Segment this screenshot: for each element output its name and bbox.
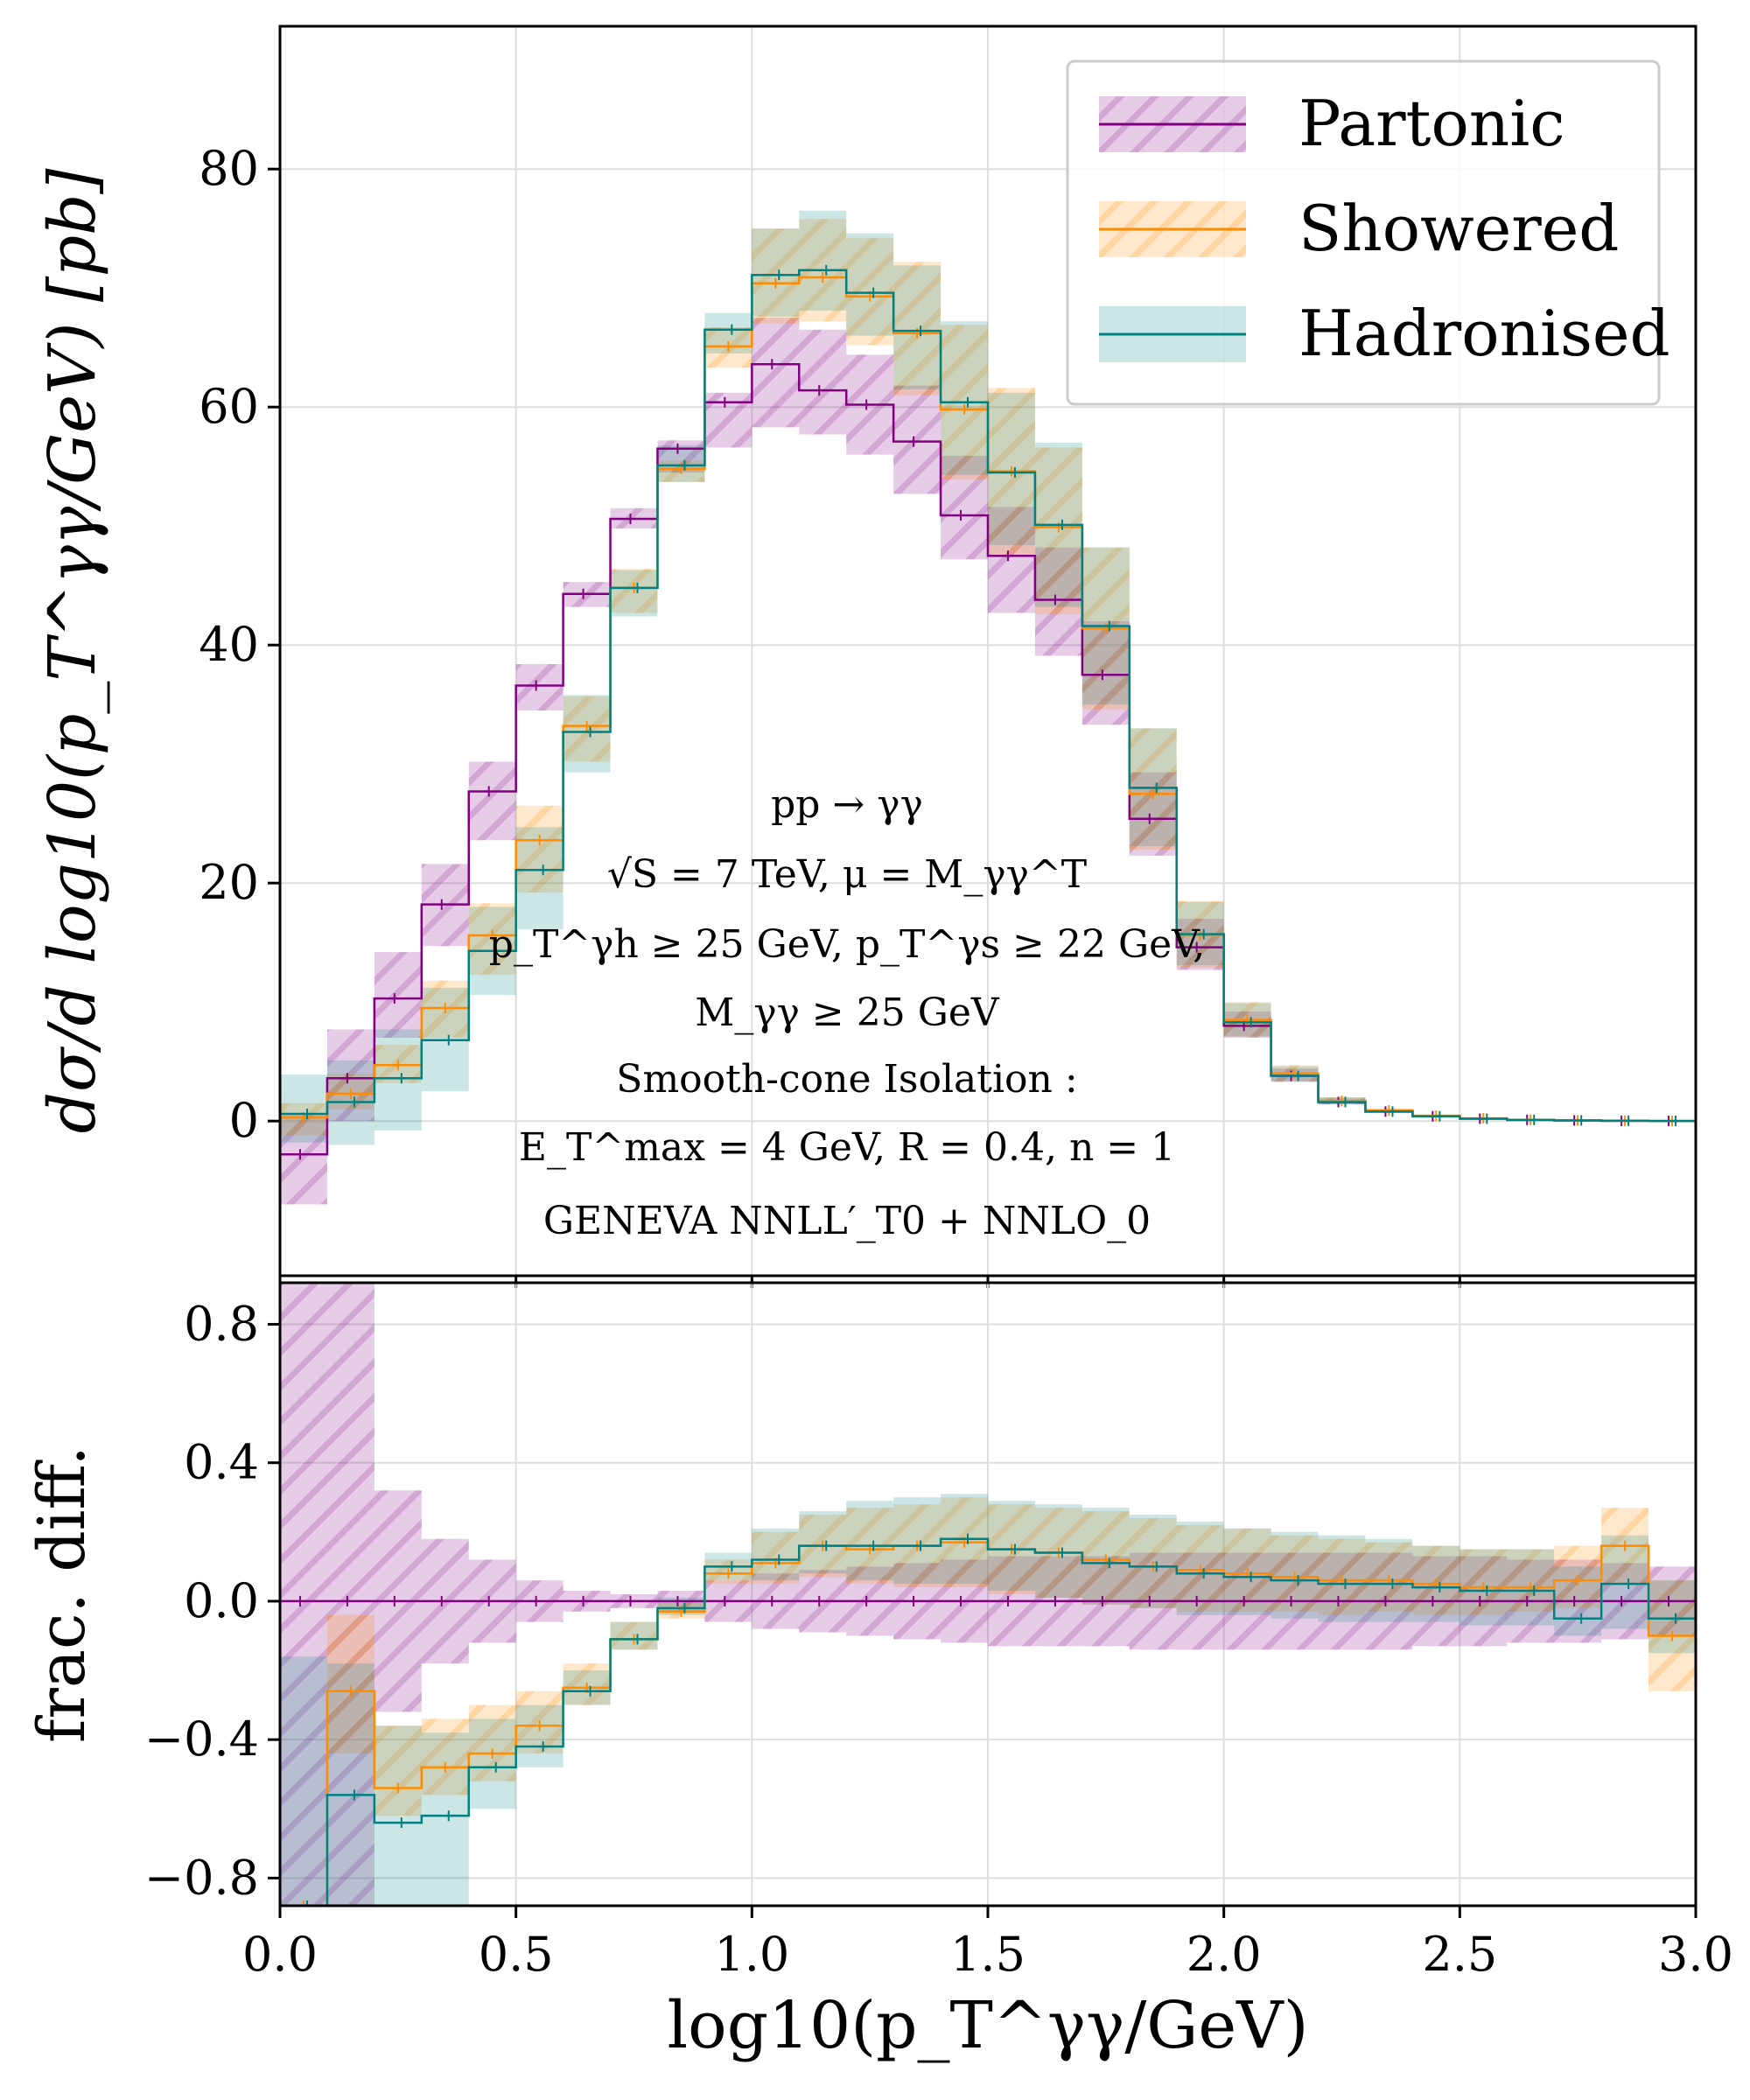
main-band-partonic (799, 329, 847, 435)
ratio-bands (280, 1283, 1696, 1906)
ratio-band-hadronised (421, 1732, 469, 1906)
main-band-hadronised (374, 1029, 422, 1131)
main-lines (280, 264, 1696, 1160)
x-tick-label: 1.5 (950, 1927, 1026, 1982)
main-y-label: dσ/d log10(p_T^γγ/GeV) [pb] (35, 169, 110, 1134)
main-band-hadronised (893, 265, 942, 389)
legend-label-partonic: Partonic (1298, 87, 1565, 160)
main-band-partonic (893, 385, 942, 494)
main-band-partonic (468, 761, 516, 841)
ratio-y-tick-label: 0.0 (184, 1573, 259, 1628)
ratio-lines (280, 1533, 1696, 1906)
main-frame (278, 24, 1698, 1278)
ratio-band-showered (374, 1726, 422, 1816)
main-band-hadronised (799, 210, 847, 312)
legend-label-showered: Showered (1298, 192, 1619, 265)
main-band-hadronised (610, 570, 658, 617)
main-band-partonic (752, 318, 800, 428)
ratio-band-hadronised (846, 1501, 894, 1581)
main-band-hadronised (752, 228, 800, 317)
x-tick-label: 0.5 (479, 1927, 554, 1982)
main-y-tick-label: 0 (229, 1093, 259, 1148)
ratio-band-showered (468, 1704, 516, 1782)
annotation-line-1: pp → γγ (771, 782, 923, 827)
annotation-line-2: √S = 7 TeV, μ = M_γγ^T (607, 852, 1087, 897)
ratio-frame (278, 1281, 1698, 1908)
main-band-hadronised (280, 1074, 327, 1143)
main-y-tick-label: 40 (199, 617, 259, 672)
main-band-hadronised (846, 233, 894, 336)
main-y-tick-label: 80 (199, 141, 259, 196)
process-annotation: pp → γγ √S = 7 TeV, μ = M_γγ^T p_T^γh ≥ … (489, 782, 1205, 1243)
ratio-y-label: frac. diff. (24, 1446, 100, 1743)
main-series-line-hadronised (280, 269, 1696, 1123)
annotation-line-3: p_T^γh ≥ 25 GeV, p_T^γs ≥ 22 GeV, (489, 922, 1205, 967)
ratio-y-ticks: −0.8 −0.4 0.0 0.4 0.8 (144, 1296, 280, 1905)
main-y-ticks: 0 20 40 60 80 (199, 141, 1698, 1288)
annotation-line-5: Smooth-cone Isolation : (616, 1057, 1077, 1102)
main-band-hadronised (941, 321, 988, 475)
ratio-band-partonic (326, 1283, 374, 1906)
main-band-partonic (374, 952, 422, 1038)
ratio-band-partonic (280, 1283, 327, 1906)
ratio-x-ticks: 0.0 0.5 1.0 1.5 2.0 2.5 3.0 (242, 1906, 1733, 1982)
ratio-band-hadronised (326, 1663, 374, 1906)
ratio-series-line-hadronised (280, 1537, 1696, 1906)
ratio-band-hadronised (280, 1656, 327, 1906)
x-tick-label: 3.0 (1658, 1927, 1733, 1982)
ratio-band-showered (421, 1718, 469, 1796)
ratio-band-hadronised (752, 1528, 800, 1581)
ratio-band-showered (326, 1614, 374, 1754)
ratio-panel: −0.8−0.40.00.40.8 0.0 0.5 1.0 1.5 2.0 2.5 3.0 … (24, 1281, 1733, 2063)
x-tick-label: 0.0 (242, 1927, 318, 1982)
annotation-line-4: M_γγ ≥ 25 GeV (695, 990, 1000, 1035)
x-tick-label: 2.5 (1422, 1927, 1497, 1982)
ratio-band-hadronised (1648, 1580, 1696, 1654)
ratio-band-hadronised (468, 1718, 516, 1810)
main-band-showered (752, 228, 800, 324)
main-y-tick-label: 60 (199, 379, 259, 434)
x-axis-label: log10(p_T^γγ/GeV) (668, 1988, 1309, 2063)
ratio-y-tick-label: 0.8 (184, 1296, 259, 1351)
annotation-line-6: E_T^max = 4 GeV, R = 0.4, n = 1 (519, 1125, 1175, 1170)
legend-label-hadronised: Hadronised (1298, 297, 1670, 370)
ratio-y-tick-label: 0.4 (184, 1435, 259, 1490)
main-band-partonic (704, 392, 752, 448)
legend: Partonic Showered Hadronised (1066, 60, 1670, 406)
main-panel: 0 20 40 60 80 dσ/d log10(p_T^γγ/GeV) [pb] Pa… (35, 24, 1698, 1288)
main-bands (280, 210, 1696, 1205)
annotation-line-7: GENEVA NNLL′_T0 + NNLO_0 (543, 1199, 1151, 1243)
main-band-hadronised (563, 695, 611, 773)
x-tick-label: 2.0 (1186, 1927, 1262, 1982)
ratio-y-tick-label: −0.4 (144, 1712, 259, 1767)
ratio-band-hadronised (515, 1704, 564, 1768)
ratio-y-tick-label: −0.8 (144, 1850, 259, 1905)
ratio-band-hadronised (374, 1726, 422, 1906)
x-tick-label: 1.0 (714, 1927, 789, 1982)
main-y-tick-label: 20 (199, 855, 259, 910)
main-band-hadronised (657, 444, 705, 482)
main-band-partonic (515, 663, 564, 710)
main-band-showered (515, 805, 564, 893)
